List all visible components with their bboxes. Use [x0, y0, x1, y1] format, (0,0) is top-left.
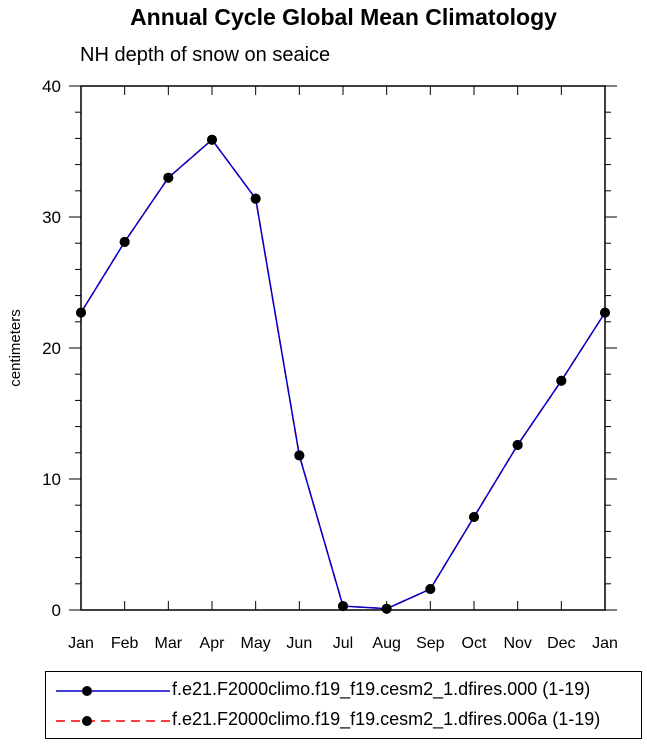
x-tick-label: May: [241, 635, 271, 652]
series-layer: [76, 134, 610, 614]
axis-ticks: [69, 85, 617, 611]
series-1-point: [119, 236, 130, 247]
y-tick-label: 30: [42, 208, 61, 227]
series-1-point: [207, 134, 217, 145]
legend: f.e21.F2000climo.f19_f19.cesm2_1.dfires.…: [45, 671, 642, 739]
y-tick-label: 20: [42, 339, 61, 358]
legend-swatch-series-1: [56, 686, 170, 696]
legend-entry-series-2: f.e21.F2000climo.f19_f19.cesm2_1.dfires.…: [46, 706, 641, 736]
series-1-point: [76, 307, 86, 318]
legend-label-series-2: f.e21.F2000climo.f19_f19.cesm2_1.dfires.…: [172, 709, 601, 729]
x-tick-label: Nov: [503, 635, 531, 652]
x-tick-label: Jun: [286, 635, 312, 652]
series-1-point: [600, 307, 610, 318]
series-1-point: [425, 584, 436, 595]
y-tick-label: 0: [52, 601, 61, 620]
series-1-point: [381, 603, 392, 614]
x-tick-label: Sep: [416, 635, 445, 652]
chart-title: Annual Cycle Global Mean Climatology: [130, 4, 557, 30]
x-tick-label: Dec: [547, 635, 575, 652]
x-tick-label: Feb: [111, 635, 139, 652]
x-tick-label: Oct: [462, 635, 487, 652]
x-tick-label: Jan: [68, 635, 94, 652]
line-chart: Jan Feb Mar Apr May Jun Jul Aug Sep Oct Nov Dec Jan 0…: [7, 77, 618, 652]
legend-swatch-series-2: [56, 716, 170, 726]
series-line-2: [80, 138, 606, 610]
series-1-point: [556, 375, 567, 386]
series-1-point: [338, 601, 348, 612]
series-1-point: [512, 439, 523, 450]
series-line-1: [80, 138, 606, 610]
series-1-point: [294, 450, 305, 461]
y-axis-label: centimeters: [7, 309, 24, 387]
y-tick-label: 40: [42, 77, 61, 96]
series-1-point: [163, 172, 174, 183]
tick-labels: Jan Feb Mar Apr May Jun Jul Aug Sep Oct Nov Dec Jan 0…: [42, 77, 618, 652]
chart-subtitle: NH depth of snow on seaice: [80, 44, 331, 66]
series-1-point: [469, 511, 479, 522]
x-tick-label: Jul: [333, 635, 353, 652]
x-tick-label: Aug: [372, 635, 400, 652]
x-tick-label: Apr: [200, 635, 226, 652]
legend-label-series-1: f.e21.F2000climo.f19_f19.cesm2_1.dfires.…: [172, 679, 591, 699]
y-tick-label: 10: [42, 470, 61, 489]
plot-frame: [80, 85, 606, 611]
x-tick-label: Mar: [155, 635, 183, 652]
x-tick-label: Jan: [592, 635, 618, 652]
legend-entry-series-1: f.e21.F2000climo.f19_f19.cesm2_1.dfires.…: [46, 676, 641, 706]
series-1-point: [250, 193, 261, 204]
